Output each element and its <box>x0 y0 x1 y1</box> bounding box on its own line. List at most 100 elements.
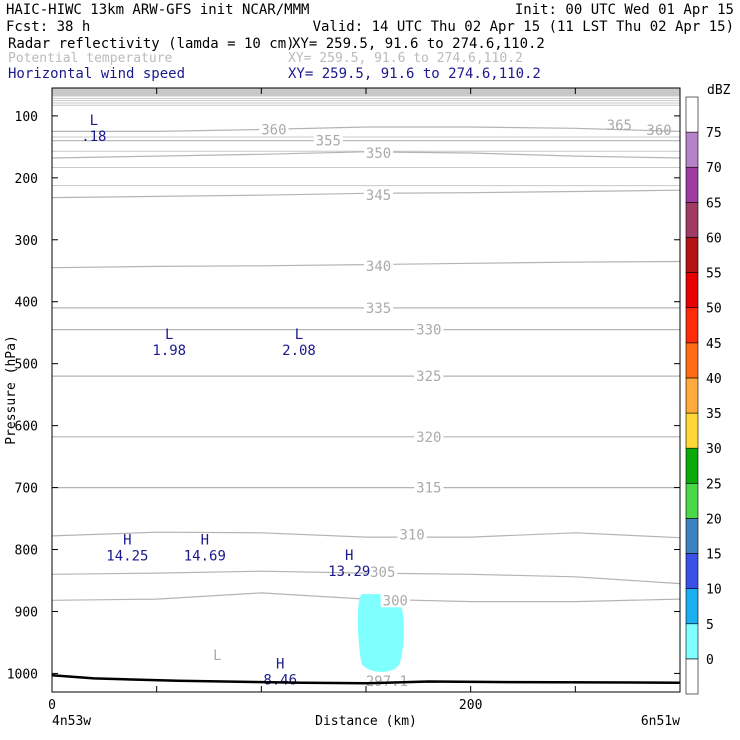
colorbar-label: 30 <box>706 442 722 457</box>
colorbar-label: 0 <box>706 653 714 668</box>
theta-label-bg <box>380 592 410 608</box>
y-tick-label: 600 <box>15 420 38 435</box>
colorbar-swatch <box>685 377 699 414</box>
y-tick-label: 800 <box>15 544 38 559</box>
y-tick-label: 900 <box>15 605 38 620</box>
x-tick-label: 200 <box>459 698 482 713</box>
x-end-label: 6n51w <box>641 714 680 729</box>
y-tick-label: 300 <box>15 234 38 249</box>
y-axis: 100 200 300 400 500 600 700 800 900 1000 <box>7 110 680 682</box>
plot-area: 360 355 350 345 340 335 330 325 320 315 310 305 300 3… <box>7 87 681 713</box>
y-axis-label: Pressure (hPa) <box>4 335 19 445</box>
theta-label: 325 <box>416 369 441 385</box>
colorbar-swatch <box>685 447 699 484</box>
theta-label: 300 <box>383 593 408 609</box>
theta-low-marker: L <box>213 648 221 664</box>
theta-label-bg <box>414 368 444 384</box>
header-title: HAIC-HIWC 13km ARW-GFS init NCAR/MMM <box>6 2 309 18</box>
theta-label-bg <box>414 428 444 444</box>
field-xy-wind: XY= 259.5, 91.6 to 274.6,110.2 <box>288 66 541 82</box>
theta-label: 305 <box>370 565 395 581</box>
theta-label-bg <box>414 479 444 495</box>
theta-label-bg <box>363 187 394 203</box>
colorbar-unit: dBZ <box>707 83 731 98</box>
theta-contour-310 <box>51 531 681 539</box>
y-tick-label: 1000 <box>7 667 38 682</box>
wind-extremum-kind: H <box>201 533 209 549</box>
theta-label-bg <box>414 321 444 337</box>
colorbar: dBZ 0 5 10 15 20 25 30 35 40 45 50 55 60 65 70 75 <box>685 83 731 695</box>
colorbar-swatch <box>685 623 699 660</box>
theta-label: 315 <box>416 481 441 497</box>
header-init: Init: 00 UTC Wed 01 Apr 15 <box>515 2 734 18</box>
theta-label-bg <box>313 132 343 148</box>
wind-extremum-kind: H <box>345 548 353 564</box>
colorbar-swatch <box>685 237 699 273</box>
colorbar-swatch <box>685 658 699 695</box>
wind-extremum-value: 14.69 <box>184 549 226 565</box>
wind-extremum-kind: H <box>276 656 284 672</box>
wind-extremum-value: 8.46 <box>263 672 297 688</box>
theta-label: 350 <box>366 146 391 162</box>
colorbar-label: 40 <box>706 372 722 387</box>
reflectivity-5dbz-region <box>357 594 404 673</box>
colorbar-label: 45 <box>706 337 722 352</box>
theta-label: 335 <box>366 301 391 317</box>
colorbar-label: 75 <box>706 126 722 141</box>
field-xy-reflectivity: XY= 259.5, 91.6 to 274.6,110.2 <box>292 36 545 52</box>
header-valid: Valid: 14 UTC Thu 02 Apr 15 (11 LST Thu … <box>313 19 734 35</box>
colorbar-swatch <box>685 202 699 238</box>
wind-extremum-value: 14.25 <box>106 549 148 565</box>
y-tick-label: 700 <box>15 482 38 497</box>
colorbar-label: 65 <box>706 196 722 211</box>
theta-label: 355 <box>316 134 341 150</box>
theta-label: 345 <box>366 188 391 204</box>
colorbar-label: 20 <box>706 512 722 527</box>
y-tick-label: 200 <box>15 172 38 187</box>
colorbar-swatch <box>685 553 699 589</box>
theta-label-bg <box>363 299 394 315</box>
y-tick-label: 500 <box>15 358 38 373</box>
colorbar-label: 70 <box>706 161 722 176</box>
field-name-reflectivity: Radar reflectivity (lamda = 10 cm) <box>8 36 295 52</box>
wind-extremum-value: 13.29 <box>328 564 370 580</box>
wind-extremum-value: 2.08 <box>282 343 316 359</box>
theta-label: 360 <box>261 123 286 139</box>
x-axis: 0 200 <box>48 88 681 713</box>
header-fcst: Fcst: 38 h <box>6 19 90 35</box>
theta-label-bg <box>368 563 398 579</box>
colorbar-swatch <box>685 307 699 344</box>
colorbar-swatch <box>685 588 699 625</box>
wind-extremum-kind: L <box>165 327 173 343</box>
wind-extremum-kind: L <box>90 113 98 129</box>
theta-label: 320 <box>416 430 441 446</box>
field-name-theta: Potential temperature <box>8 51 173 66</box>
colorbar-label: 60 <box>706 231 722 246</box>
colorbar-label: 35 <box>706 407 722 422</box>
theta-label-bg <box>363 257 394 273</box>
theta-label: 340 <box>366 259 391 275</box>
colorbar-swatch <box>685 342 699 379</box>
theta-contour-305 <box>51 570 681 585</box>
colorbar-label: 10 <box>706 583 722 598</box>
wind-extremum-kind: H <box>123 533 131 549</box>
theta-contours <box>51 126 681 603</box>
y-tick-label: 400 <box>15 296 38 311</box>
theta-contour-labels: 360 355 350 345 340 335 330 325 320 315 310 305 300 3… <box>259 118 672 690</box>
x-start-label: 4n53w <box>52 714 91 729</box>
wind-extremum-value: 1.98 <box>152 343 186 359</box>
colorbar-label: 5 <box>706 618 714 633</box>
x-tick-label: 0 <box>48 698 56 713</box>
colorbar-swatch <box>685 131 699 168</box>
colorbar-label: 25 <box>706 477 722 492</box>
theta-label-bg <box>259 121 289 137</box>
theta-contour-360 <box>52 126 681 132</box>
theta-label-bg <box>363 145 394 161</box>
wind-extremum-value: .18 <box>81 129 106 145</box>
colorbar-swatch <box>685 166 699 203</box>
theta-label: 330 <box>416 323 441 339</box>
colorbar-swatch <box>685 272 699 309</box>
field-xy-theta: XY= 259.5, 91.6 to 274.6,110.2 <box>288 51 523 66</box>
y-tick-label: 100 <box>15 110 38 125</box>
